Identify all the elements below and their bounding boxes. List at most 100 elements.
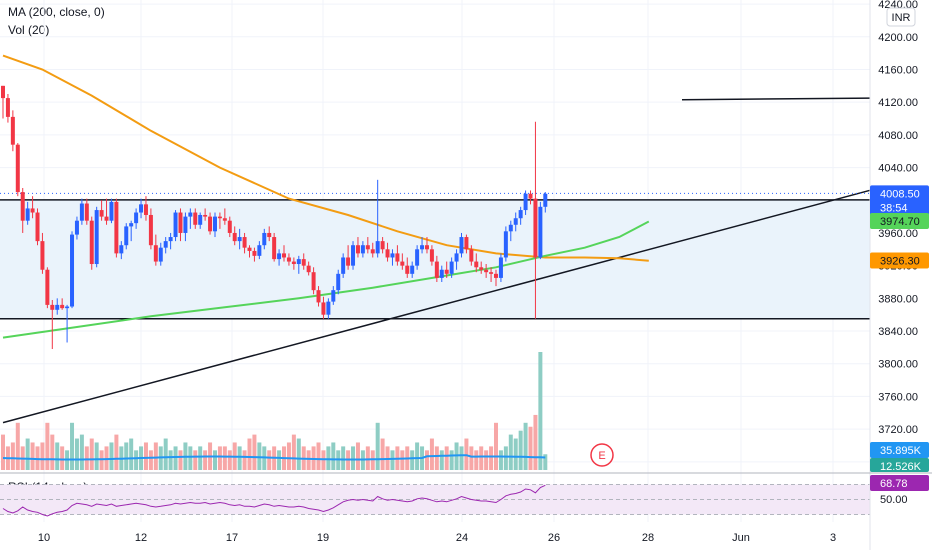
price-tick-label: 3880.00 bbox=[878, 293, 918, 305]
volume-bar bbox=[237, 446, 242, 470]
candle-body bbox=[286, 257, 291, 262]
candle-body bbox=[464, 237, 469, 250]
candle-body bbox=[168, 237, 173, 242]
candle-body bbox=[252, 250, 257, 256]
ma-green-tag-text: 3974.70 bbox=[880, 216, 920, 228]
volume-bar bbox=[286, 442, 291, 470]
price-tick-label: 3720.00 bbox=[878, 424, 918, 436]
time-tick-label: 12 bbox=[135, 532, 147, 544]
volume-bar bbox=[25, 438, 30, 470]
candle-body bbox=[533, 198, 538, 258]
candle-body bbox=[528, 193, 533, 199]
candle-body bbox=[410, 265, 415, 274]
currency-badge[interactable]: INR bbox=[886, 7, 916, 27]
candle-body bbox=[25, 208, 30, 221]
candle-body bbox=[30, 208, 35, 213]
candle-body bbox=[79, 203, 84, 221]
time-tick-label: 26 bbox=[548, 532, 560, 544]
candle-body bbox=[55, 304, 60, 310]
volume-bar bbox=[242, 450, 247, 470]
earnings-marker[interactable]: E bbox=[590, 443, 614, 467]
candle-body bbox=[469, 249, 474, 262]
candle-body bbox=[415, 249, 420, 266]
future-horizontal-line[interactable] bbox=[681, 97, 871, 101]
price-axis[interactable]: 4240.00 4200.00 4160.00 4120.00 4080.00 4040.… bbox=[878, 0, 918, 469]
candle-body bbox=[272, 237, 277, 260]
time-tick-label: 17 bbox=[226, 532, 238, 544]
candle-body bbox=[449, 261, 454, 274]
volume-bar bbox=[50, 434, 55, 470]
price-tick-label: 4120.00 bbox=[878, 97, 918, 109]
candle-body bbox=[247, 247, 252, 251]
volume-bar bbox=[79, 434, 84, 470]
volume-bar bbox=[326, 446, 331, 470]
volume-bar bbox=[267, 450, 272, 470]
volume-last-tag-bg bbox=[870, 458, 929, 472]
volume-bar bbox=[74, 438, 79, 470]
candle-body bbox=[336, 273, 341, 291]
volume-bar bbox=[114, 434, 119, 470]
candle-body bbox=[109, 201, 114, 221]
candle-body bbox=[385, 249, 390, 258]
candle-body bbox=[1, 85, 5, 99]
volume-bar bbox=[351, 446, 356, 470]
currency-box[interactable] bbox=[886, 7, 916, 27]
drawn-lines[interactable] bbox=[0, 97, 871, 424]
ma-orange-tag-bg bbox=[870, 252, 929, 269]
volume-bar bbox=[153, 442, 158, 470]
candle-body bbox=[45, 269, 50, 305]
volume-bar bbox=[227, 450, 232, 470]
price-tick-label: 3840.00 bbox=[878, 326, 918, 338]
candle-body bbox=[183, 216, 188, 233]
candle-body bbox=[227, 220, 232, 233]
volume-bar bbox=[410, 450, 415, 470]
candle-body bbox=[217, 216, 222, 219]
time-tick-label: 24 bbox=[456, 532, 468, 544]
candle-body bbox=[129, 223, 134, 227]
candle-body bbox=[5, 98, 10, 117]
volume-bar bbox=[188, 446, 193, 470]
volume-bar bbox=[434, 446, 439, 470]
volume-bar bbox=[291, 434, 296, 470]
candle-body bbox=[222, 218, 227, 221]
volume-ma-line bbox=[2, 454, 546, 461]
volume-bar bbox=[163, 438, 168, 470]
volume-bar bbox=[247, 438, 252, 470]
candle-body bbox=[331, 290, 336, 302]
candle-body bbox=[70, 234, 75, 307]
volume-bar bbox=[498, 450, 503, 470]
candle-body bbox=[390, 253, 395, 258]
volume-bar bbox=[415, 442, 420, 470]
ma-orange-line bbox=[2, 54, 649, 262]
candle-body bbox=[424, 245, 429, 250]
candle-body bbox=[208, 216, 213, 232]
candle-body bbox=[119, 245, 124, 254]
volume-bar bbox=[124, 442, 129, 470]
candle-body bbox=[296, 259, 301, 265]
earnings-circle[interactable] bbox=[590, 443, 614, 467]
candle-body bbox=[360, 245, 365, 254]
earnings-letter: E bbox=[598, 450, 605, 462]
volume-bar bbox=[459, 446, 464, 470]
rsi-value-tag-text: 68.78 bbox=[880, 478, 908, 490]
candle-body bbox=[10, 116, 15, 145]
candle-body bbox=[232, 232, 237, 242]
volume-bar bbox=[257, 442, 262, 470]
time-axis[interactable]: 10 12 17 19 24 26 28 Jun 3 bbox=[38, 532, 836, 544]
candle-body bbox=[237, 237, 242, 242]
volume-bar bbox=[380, 438, 385, 470]
volume-bar bbox=[178, 450, 183, 470]
candle-body bbox=[429, 249, 434, 262]
legend-ma: MA (200, close, 0) bbox=[8, 5, 105, 19]
volume-bar bbox=[15, 422, 20, 470]
currency-label: INR bbox=[892, 12, 911, 24]
volume-bar bbox=[538, 352, 543, 470]
last-price-tag-bg bbox=[870, 185, 929, 216]
candle-body bbox=[543, 193, 548, 207]
ma-green-tag-bg bbox=[870, 212, 929, 229]
trendline[interactable] bbox=[2, 189, 871, 424]
candle-body bbox=[370, 249, 375, 254]
candle-body bbox=[395, 253, 400, 262]
volume-bar bbox=[365, 446, 370, 470]
